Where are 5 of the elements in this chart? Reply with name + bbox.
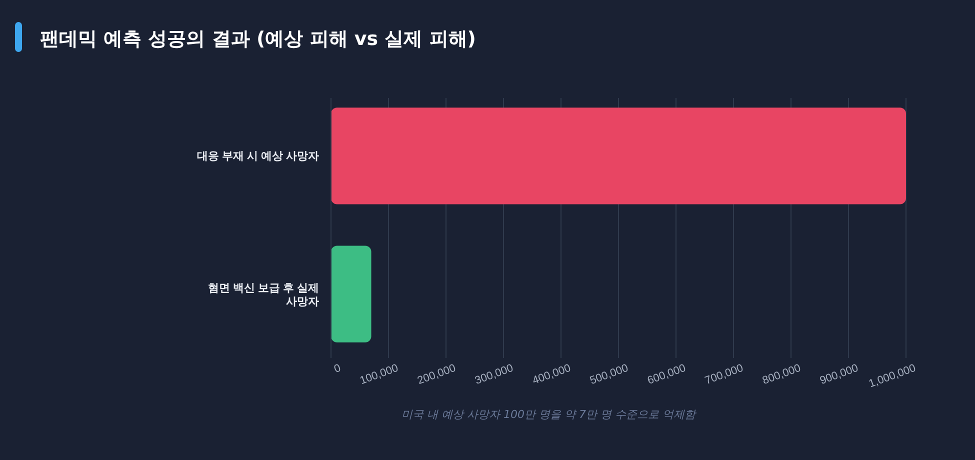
text: 미국 내 예상 사망자 100만 명을 약 7만 명 수준으로 억제함 (402, 408, 698, 421)
x-tick-label: 0 (332, 362, 342, 376)
chart-title: 팬데믹 예측 성공의 결과 (예상 피해 vs 실제 피해) (40, 28, 476, 50)
y-tick-label: 혐면 백신 보급 후 실제 사망자 (208, 282, 319, 308)
y-tick-label: 대응 부재 시 예상 사망자 (196, 150, 319, 162)
